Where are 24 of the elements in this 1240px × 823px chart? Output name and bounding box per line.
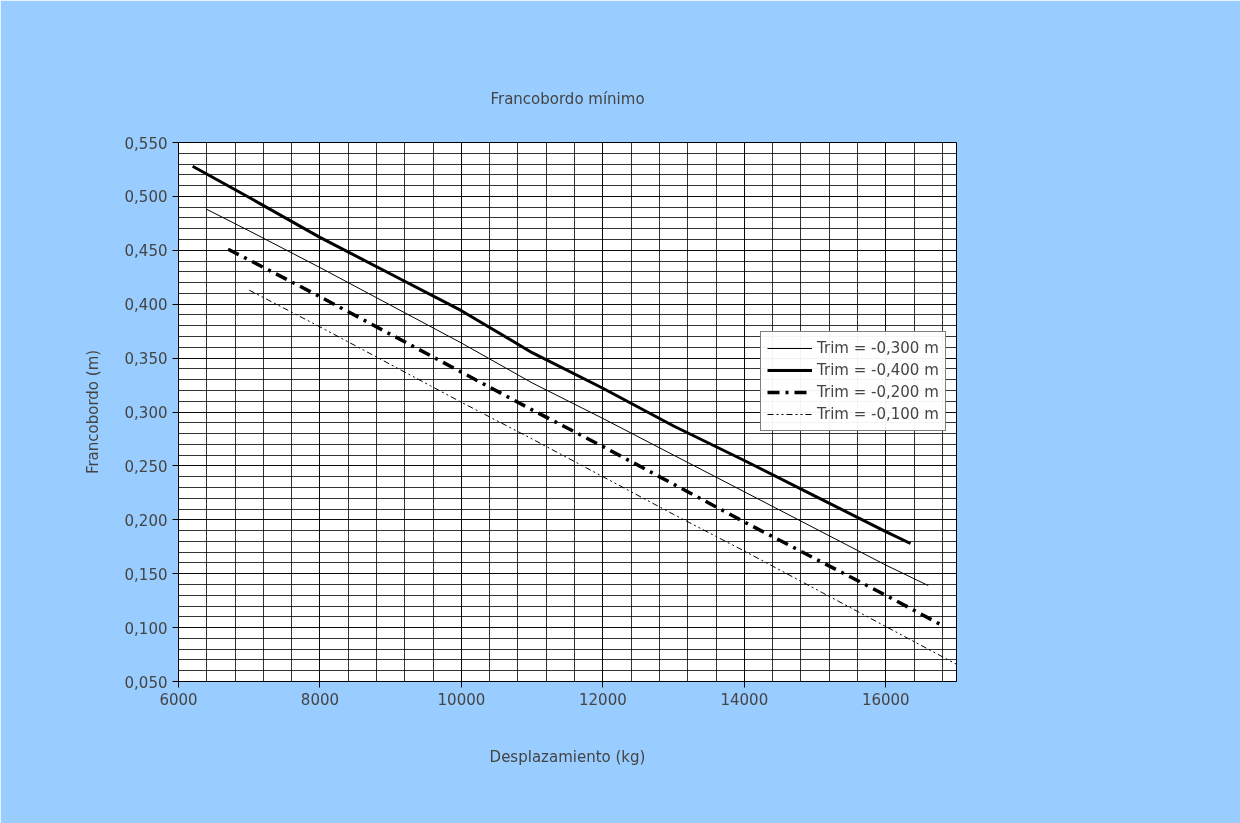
x-axis-title: Desplazamiento (kg) xyxy=(489,747,646,766)
y-axis-title: Francobordo (m) xyxy=(83,349,102,475)
y-tick-label: 0,150 xyxy=(124,565,168,584)
x-tick-label: 12000 xyxy=(579,690,627,709)
chart-title: Francobordo mínimo xyxy=(490,89,645,108)
y-tick-label: 0,400 xyxy=(124,296,168,315)
x-tick-label: 14000 xyxy=(720,690,769,709)
legend-label: Trim = -0,300 m xyxy=(817,339,939,357)
y-tick-label: 0,350 xyxy=(124,350,168,369)
x-tick-label: 6000 xyxy=(159,690,198,709)
y-tick-label: 0,100 xyxy=(124,619,168,638)
y-tick-label: 0,450 xyxy=(124,242,168,261)
legend-label: Trim = -0,200 m xyxy=(817,383,939,401)
legend-label: Trim = -0,100 m xyxy=(817,405,939,423)
y-tick-label: 0,500 xyxy=(124,188,168,207)
y-tick-label: 0,250 xyxy=(124,457,168,476)
y-tick-label: 0,550 xyxy=(124,134,168,153)
x-tick-label: 16000 xyxy=(861,690,910,709)
y-tick-label: 0,300 xyxy=(124,404,168,422)
x-tick-label: 10000 xyxy=(437,690,486,709)
y-tick-label: 0,050 xyxy=(124,673,168,692)
y-tick-label: 0,200 xyxy=(124,511,168,530)
legend-label: Trim = -0,400 m xyxy=(817,361,939,379)
x-tick-label: 8000 xyxy=(300,690,340,709)
